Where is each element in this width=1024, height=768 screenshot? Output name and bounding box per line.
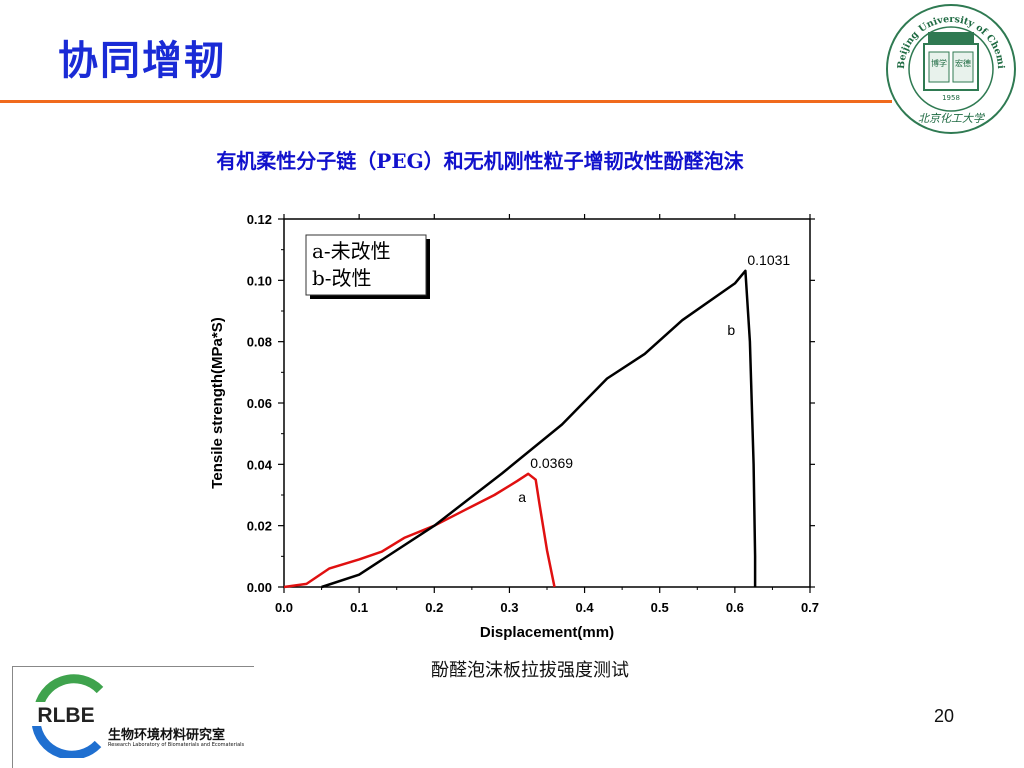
seal-panel-left: 博学 xyxy=(931,58,947,68)
y-tick-label: 0.06 xyxy=(247,396,272,411)
x-tick-label: 0.6 xyxy=(726,600,744,615)
y-axis-label: Tensile strength(MPa*S) xyxy=(209,317,226,488)
x-tick-label: 0.3 xyxy=(500,600,518,615)
chart-caption: 酚醛泡沫板拉拔强度测试 xyxy=(431,660,629,681)
y-tick-label: 0.04 xyxy=(247,457,273,472)
x-tick-label: 0.2 xyxy=(425,600,443,615)
y-tick-label: 0.00 xyxy=(247,580,272,595)
x-tick-label: 0.7 xyxy=(801,600,819,615)
x-tick-label: 0.5 xyxy=(651,600,669,615)
x-tick-label: 0.1 xyxy=(350,600,368,615)
y-tick-label: 0.08 xyxy=(247,335,272,350)
y-tick-label: 0.10 xyxy=(247,273,272,288)
seal-script: 北京化工大学 xyxy=(918,112,986,125)
peak-label-b: 0.1031 xyxy=(747,252,790,268)
curve-label-b: b xyxy=(727,322,735,338)
rlbe-logo-text: RLBE xyxy=(37,704,94,727)
page-number: 20 xyxy=(934,706,955,726)
x-axis-label: Displacement(mm) xyxy=(480,624,614,641)
lab-name-english: Research Laboratory of Biomaterials and … xyxy=(108,742,245,748)
x-tick-label: 0.0 xyxy=(275,600,293,615)
peak-label-a: 0.0369 xyxy=(530,455,573,471)
legend-item: b-改性 xyxy=(312,266,372,290)
series-line-a xyxy=(283,472,556,589)
title-underline xyxy=(0,100,892,103)
y-tick-label: 0.12 xyxy=(247,212,272,227)
lab-name: 生物环境材料研究室 xyxy=(108,728,226,743)
legend-box xyxy=(305,234,427,296)
tensile-chart: 0.0 0.1 0.2 0.3 0.4 0.5 0.6 0.7 0.00 0.02 0.04 0.06… xyxy=(209,212,819,641)
legend-item: a-未改性 xyxy=(312,239,391,263)
curve-label-a: a xyxy=(518,489,526,505)
slide-title: 协同增韧 xyxy=(58,37,226,84)
rlbe-logo: RLBE xyxy=(30,674,104,758)
seal-panel-right: 宏德 xyxy=(955,58,971,68)
university-seal-logo: Beijing University of Chemical Technolog… xyxy=(884,2,1016,134)
y-tick-label: 0.02 xyxy=(247,519,272,534)
x-tick-label: 0.4 xyxy=(576,600,595,615)
series-line-b xyxy=(321,269,757,589)
seal-year: 1958 xyxy=(942,94,960,102)
slide-subtitle: 有机柔性分子链（PEG）和无机刚性粒子增韧改性酚醛泡沫 xyxy=(216,149,744,173)
footer-frame xyxy=(12,666,254,768)
